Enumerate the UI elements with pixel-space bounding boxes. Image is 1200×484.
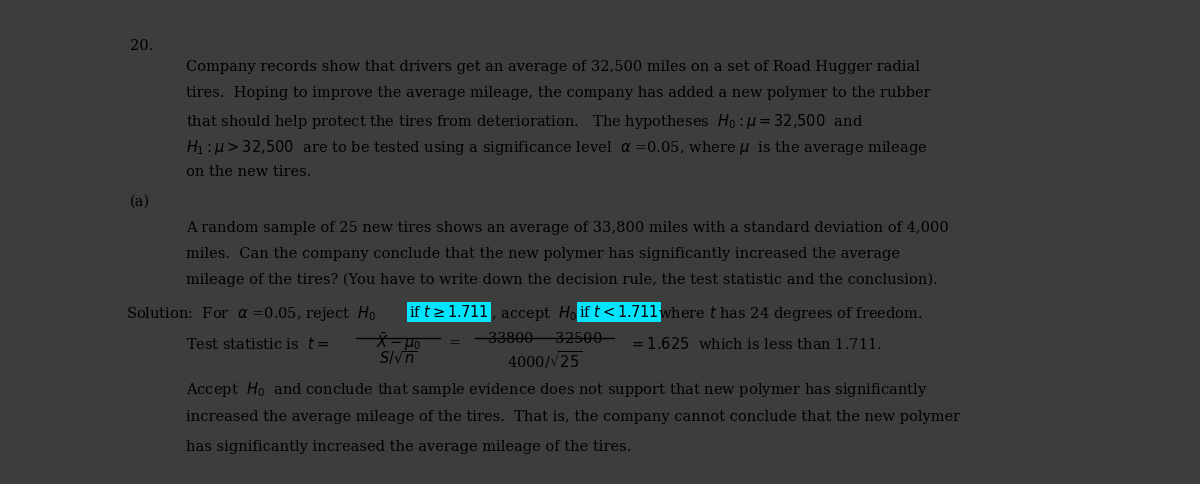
Text: $\bar{X} - \mu_0$: $\bar{X} - \mu_0$: [376, 331, 421, 353]
Text: 33800 $-$ 32500: 33800 $-$ 32500: [487, 331, 602, 346]
Text: that should help protect the tires from deterioration.   The hypotheses  $H_0 : : that should help protect the tires from …: [186, 112, 863, 131]
Text: , accept  $H_0$: , accept $H_0$: [491, 304, 583, 323]
Text: 20.: 20.: [130, 39, 152, 53]
Text: $= 1.625$  which is less than 1.711.: $= 1.625$ which is less than 1.711.: [629, 336, 882, 352]
Text: if $t < 1.711$: if $t < 1.711$: [580, 304, 659, 320]
Text: tires.  Hoping to improve the average mileage, the company has added a new polym: tires. Hoping to improve the average mil…: [186, 86, 931, 100]
Text: Test statistic is  $t =$: Test statistic is $t =$: [186, 336, 329, 352]
Text: if $t \geq 1.711$: if $t \geq 1.711$: [409, 304, 488, 320]
Text: 4000/$\sqrt{25}$: 4000/$\sqrt{25}$: [508, 349, 582, 371]
Text: where $t$ has 24 degrees of freedom.: where $t$ has 24 degrees of freedom.: [649, 304, 923, 323]
Text: has significantly increased the average mileage of the tires.: has significantly increased the average …: [186, 440, 631, 454]
Text: (a): (a): [130, 195, 150, 209]
Text: =: =: [449, 336, 461, 350]
Text: mileage of the tires? (You have to write down the decision rule, the test statis: mileage of the tires? (You have to write…: [186, 273, 937, 287]
Text: Solution:  For  $\alpha$ =0.05, reject  $H_0$: Solution: For $\alpha$ =0.05, reject $H_…: [126, 304, 383, 323]
Text: miles.  Can the company conclude that the new polymer has significantly increase: miles. Can the company conclude that the…: [186, 247, 900, 261]
Text: Company records show that drivers get an average of 32,500 miles on a set of Roa: Company records show that drivers get an…: [186, 60, 920, 74]
Text: A random sample of 25 new tires shows an average of 33,800 miles with a standard: A random sample of 25 new tires shows an…: [186, 221, 949, 235]
Text: on the new tires.: on the new tires.: [186, 165, 311, 179]
Text: increased the average mileage of the tires.  That is, the company cannot conclud: increased the average mileage of the tir…: [186, 410, 960, 424]
Text: $S/\sqrt{n}$: $S/\sqrt{n}$: [379, 349, 418, 367]
Text: Accept  $H_0$  and conclude that sample evidence does not support that new polym: Accept $H_0$ and conclude that sample ev…: [186, 380, 928, 399]
Text: $H_1 : \mu > 32{,}500$  are to be tested using a significance level  $\alpha$ =0: $H_1 : \mu > 32{,}500$ are to be tested …: [186, 138, 928, 157]
